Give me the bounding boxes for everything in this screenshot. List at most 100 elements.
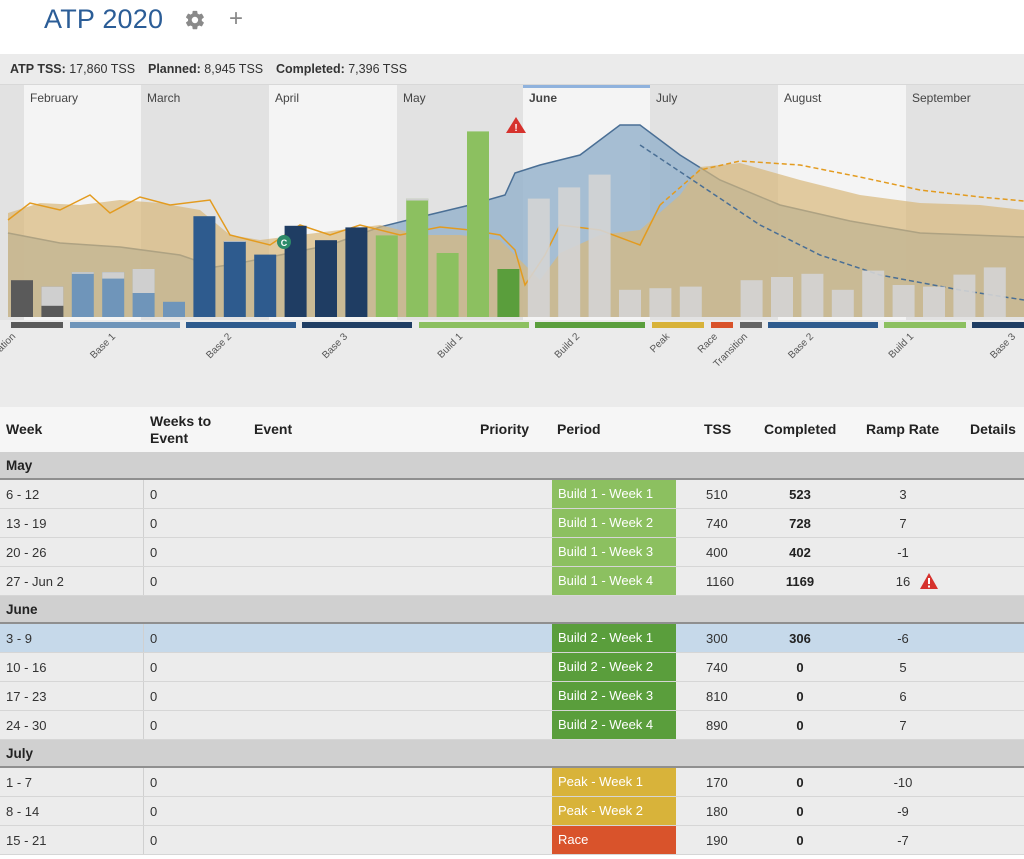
weeks-to-event-value: 0: [150, 574, 158, 589]
month-label: May: [403, 91, 426, 105]
table-row[interactable]: 1 - 7 0 Peak - Week 1 170 0 -10: [0, 768, 1024, 797]
period-band-label: Race: [696, 331, 721, 356]
period-band-label: Build 2: [553, 331, 583, 361]
col-period[interactable]: Period: [557, 421, 601, 437]
month-label: February: [30, 91, 78, 105]
period-cell[interactable]: Build 2 - Week 2: [552, 653, 676, 681]
tss-value: 170: [706, 775, 728, 790]
weeks-to-event-value: 0: [150, 775, 158, 790]
month-label: July: [656, 91, 677, 105]
col-weeks-to-event[interactable]: Weeks to Event: [150, 413, 212, 446]
month-group-row: July: [0, 740, 1024, 768]
period-cell[interactable]: Peak - Week 1: [552, 768, 676, 796]
warning-icon: !: [506, 117, 526, 134]
weekly-tss-bar: [284, 225, 307, 317]
col-tss[interactable]: TSS: [704, 421, 732, 437]
completed-value: 728: [789, 516, 811, 531]
page-header: ATP 2020 +: [0, 0, 1024, 54]
table-body: May 6 - 12 0 Build 1 - Week 1 510 523 3 13 - 19…: [0, 452, 1024, 855]
period-band-label: Base 3: [988, 331, 1018, 361]
table-row[interactable]: 6 - 12 0 Build 1 - Week 1 510 523 3: [0, 480, 1024, 509]
period-cell[interactable]: Build 1 - Week 3: [552, 538, 676, 566]
period-cell[interactable]: Build 2 - Week 4: [552, 711, 676, 739]
gear-icon[interactable]: [184, 9, 206, 31]
column-divider: [143, 826, 144, 854]
period-band: [11, 322, 63, 328]
weeks-to-event-value: 0: [150, 718, 158, 733]
col-priority[interactable]: Priority: [480, 421, 530, 437]
selected-month-indicator: [523, 85, 650, 88]
table-row[interactable]: 20 - 26 0 Build 1 - Week 3 400 402 -1: [0, 538, 1024, 567]
week-range: 20 - 26: [6, 545, 47, 560]
table-row[interactable]: 10 - 16 0 Build 2 - Week 2 740 0 5: [0, 653, 1024, 682]
table-row[interactable]: 13 - 19 0 Build 1 - Week 2 740 728 7: [0, 509, 1024, 538]
period-band: [302, 322, 412, 328]
column-divider: [143, 509, 144, 537]
ramp-rate-value: 16: [895, 574, 911, 589]
col-completed[interactable]: Completed: [764, 421, 837, 437]
completed-value: 523: [789, 487, 811, 502]
col-event[interactable]: Event: [254, 421, 293, 437]
period-band: [652, 322, 704, 328]
weekly-tss-bar: [923, 286, 945, 317]
month-label: April: [275, 91, 299, 105]
tss-value: 740: [706, 660, 728, 675]
weekly-tss-bar: [102, 272, 125, 317]
weekly-planned-remainder: [102, 272, 125, 279]
period-cell[interactable]: Peak - Week 2: [552, 797, 676, 825]
weekly-tss-bar: [436, 253, 459, 317]
atp-table: Week Weeks to Event Event Priority Perio…: [0, 407, 1024, 859]
weeks-to-event-value: 0: [150, 689, 158, 704]
period-cell[interactable]: Build 1 - Week 2: [552, 509, 676, 537]
table-row[interactable]: 17 - 23 0 Build 2 - Week 3 810 0 6: [0, 682, 1024, 711]
period-cell[interactable]: Build 1 - Week 4: [552, 567, 676, 595]
tss-value: 510: [706, 487, 728, 502]
table-header: Week Weeks to Event Event Priority Perio…: [0, 407, 1024, 453]
event-marker-circle: [277, 235, 291, 249]
weekly-tss-bar: [679, 286, 702, 317]
table-row[interactable]: 3 - 9 0 Build 2 - Week 1 300 306 -6: [0, 624, 1024, 653]
period-band-label: Base 3: [320, 331, 350, 361]
period-band: [711, 322, 733, 328]
weekly-tss-bar: [862, 270, 885, 317]
col-details[interactable]: Details: [970, 421, 1016, 437]
warning-triangle: [506, 117, 526, 133]
weekly-tss-bar: [801, 273, 824, 317]
event-marker-letter: C: [281, 238, 288, 248]
weeks-to-event-value: 0: [150, 660, 158, 675]
week-range: 27 - Jun 2: [6, 574, 64, 589]
week-range: 24 - 30: [6, 718, 47, 733]
plus-icon[interactable]: +: [229, 5, 244, 32]
table-row[interactable]: 27 - Jun 2 0 Build 1 - Week 4 1160 1169 16: [0, 567, 1024, 596]
period-band-label: Build 1: [887, 331, 917, 361]
period-band-label: Preparation: [0, 331, 18, 375]
warning-mark: !: [514, 123, 517, 134]
period-cell[interactable]: Build 2 - Week 3: [552, 682, 676, 710]
completed-value: 1169: [785, 574, 815, 589]
period-cell[interactable]: Build 1 - Week 1: [552, 480, 676, 508]
weeks-to-event-value: 0: [150, 545, 158, 560]
weekly-tss-bar: [467, 131, 489, 317]
col-week[interactable]: Week: [6, 421, 43, 437]
weeks-to-event-value: 0: [150, 804, 158, 819]
period-cell[interactable]: Race: [552, 826, 676, 854]
period-band-label: Base 2: [204, 331, 234, 361]
page-title: ATP 2020: [44, 4, 164, 34]
weekly-tss-bar: [375, 235, 398, 317]
period-cell[interactable]: Build 2 - Week 1: [552, 624, 676, 652]
period-band: [884, 322, 966, 328]
column-divider: [143, 653, 144, 681]
table-row[interactable]: 8 - 14 0 Peak - Week 2 180 0 -9: [0, 797, 1024, 826]
completed-value: 0: [796, 689, 804, 704]
weekly-tss-bar: [527, 198, 550, 317]
warning-icon[interactable]: [919, 572, 939, 590]
table-row[interactable]: 24 - 30 0 Build 2 - Week 4 890 0 7: [0, 711, 1024, 740]
atp-chart[interactable]: February March April May June July August Septe…: [0, 85, 1024, 407]
month-label: March: [147, 91, 180, 105]
table-row[interactable]: 15 - 21 0 Race 190 0 -7: [0, 826, 1024, 855]
week-range: 1 - 7: [6, 775, 33, 790]
week-range: 3 - 9: [6, 631, 33, 646]
weekly-planned-remainder: [71, 272, 94, 274]
col-ramp-rate[interactable]: Ramp Rate: [866, 421, 940, 437]
completed-value: 0: [796, 660, 804, 675]
